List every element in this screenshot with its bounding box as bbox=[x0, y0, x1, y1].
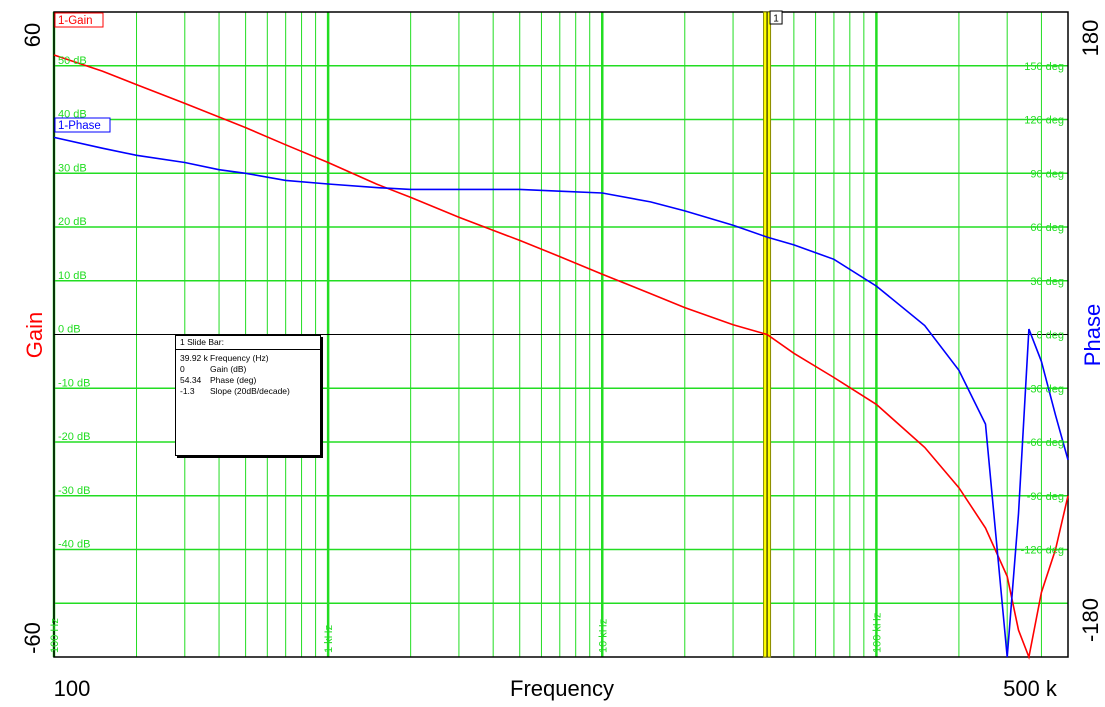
gain-tick-label: -30 dB bbox=[58, 485, 90, 497]
legend-phase: 1-Phase bbox=[58, 120, 101, 132]
gain-tick-label: -40 dB bbox=[58, 539, 90, 551]
phase-tick-label: -120 deg bbox=[1021, 545, 1064, 557]
grid-layer bbox=[52, 12, 1069, 657]
phase-axis-top-label: 180 bbox=[1078, 20, 1103, 57]
readout-gain-value: 0 bbox=[180, 364, 185, 374]
gain-series-line bbox=[53, 54, 1069, 660]
gain-axis-title: Gain bbox=[22, 312, 47, 358]
readout-row-phase: 54.34 Phase (deg) bbox=[180, 375, 320, 386]
legend-gain: 1-Gain bbox=[58, 15, 93, 27]
decade-label: 10 kHz bbox=[597, 619, 609, 653]
phase-axis-bottom-label: -180 bbox=[1078, 598, 1103, 642]
phase-tick-label: -60 deg bbox=[1027, 437, 1064, 449]
readout-row-gain: 0 Gain (dB) bbox=[180, 364, 320, 375]
readout-slope-value: -1.3 bbox=[180, 386, 195, 396]
gain-tick-label: 0 dB bbox=[58, 324, 81, 336]
readout-row-frequency: 39.92 k Frequency (Hz) bbox=[180, 353, 320, 364]
readout-slope-label: Slope (20dB/decade) bbox=[210, 386, 290, 396]
slide-bar-title: 1 Slide Bar: bbox=[176, 336, 320, 350]
readout-row-slope: -1.3 Slope (20dB/decade) bbox=[180, 386, 320, 397]
phase-tick-label: 90 deg bbox=[1030, 168, 1064, 180]
x-axis-title: Frequency bbox=[510, 676, 614, 701]
gain-axis-top-label: 60 bbox=[20, 23, 45, 47]
legend-phase-box bbox=[54, 117, 111, 133]
gain-tick-label: 20 dB bbox=[58, 216, 87, 228]
decade-label: 100 kHz bbox=[871, 613, 883, 653]
phase-tick-label: 120 deg bbox=[1024, 115, 1064, 127]
slide-bar-readout[interactable]: 1 Slide Bar: 39.92 k Frequency (Hz) 0 Ga… bbox=[175, 335, 321, 456]
slide-bar-rows: 39.92 k Frequency (Hz) 0 Gain (dB) 54.34… bbox=[176, 350, 320, 397]
gain-tick-label: 10 dB bbox=[58, 270, 87, 282]
marks-layer: 1 bbox=[53, 10, 1069, 660]
phase-tick-label: 150 deg bbox=[1024, 61, 1064, 73]
phase-tick-label: 30 deg bbox=[1030, 276, 1064, 288]
phase-axis-title: Phase bbox=[1080, 304, 1105, 366]
decade-label: 1 kHz bbox=[323, 625, 335, 653]
legend-gain-box bbox=[54, 12, 104, 28]
marker-tag-box bbox=[769, 10, 783, 25]
phase-series-line bbox=[53, 136, 1069, 658]
readout-frequency-value: 39.92 k bbox=[180, 353, 208, 363]
phase-tick-label: 60 deg bbox=[1030, 222, 1064, 234]
phase-tick-label: -90 deg bbox=[1027, 491, 1064, 503]
phase-tick-label: 0 deg bbox=[1036, 330, 1064, 342]
phase-tick-label: -30 deg bbox=[1027, 383, 1064, 395]
gain-tick-label: 50 dB bbox=[58, 55, 87, 67]
x-axis-start-label: 100 bbox=[54, 676, 91, 701]
readout-gain-label: Gain (dB) bbox=[210, 364, 247, 374]
plot-frame bbox=[53, 11, 1069, 658]
x-axis-end-label: 500 k bbox=[1003, 676, 1058, 701]
gain-tick-label: 30 dB bbox=[58, 162, 87, 174]
marker-tag-label: 1 bbox=[773, 14, 779, 25]
readout-phase-value: 54.34 bbox=[180, 375, 202, 385]
readout-frequency-label: Frequency (Hz) bbox=[210, 353, 269, 363]
gain-tick-label: -20 dB bbox=[58, 431, 90, 443]
gain-axis-bottom-label: -60 bbox=[20, 622, 45, 654]
gain-tick-label: -10 dB bbox=[58, 377, 90, 389]
readout-phase-label: Phase (deg) bbox=[210, 375, 257, 385]
decade-label: 100 Hz bbox=[49, 618, 61, 653]
